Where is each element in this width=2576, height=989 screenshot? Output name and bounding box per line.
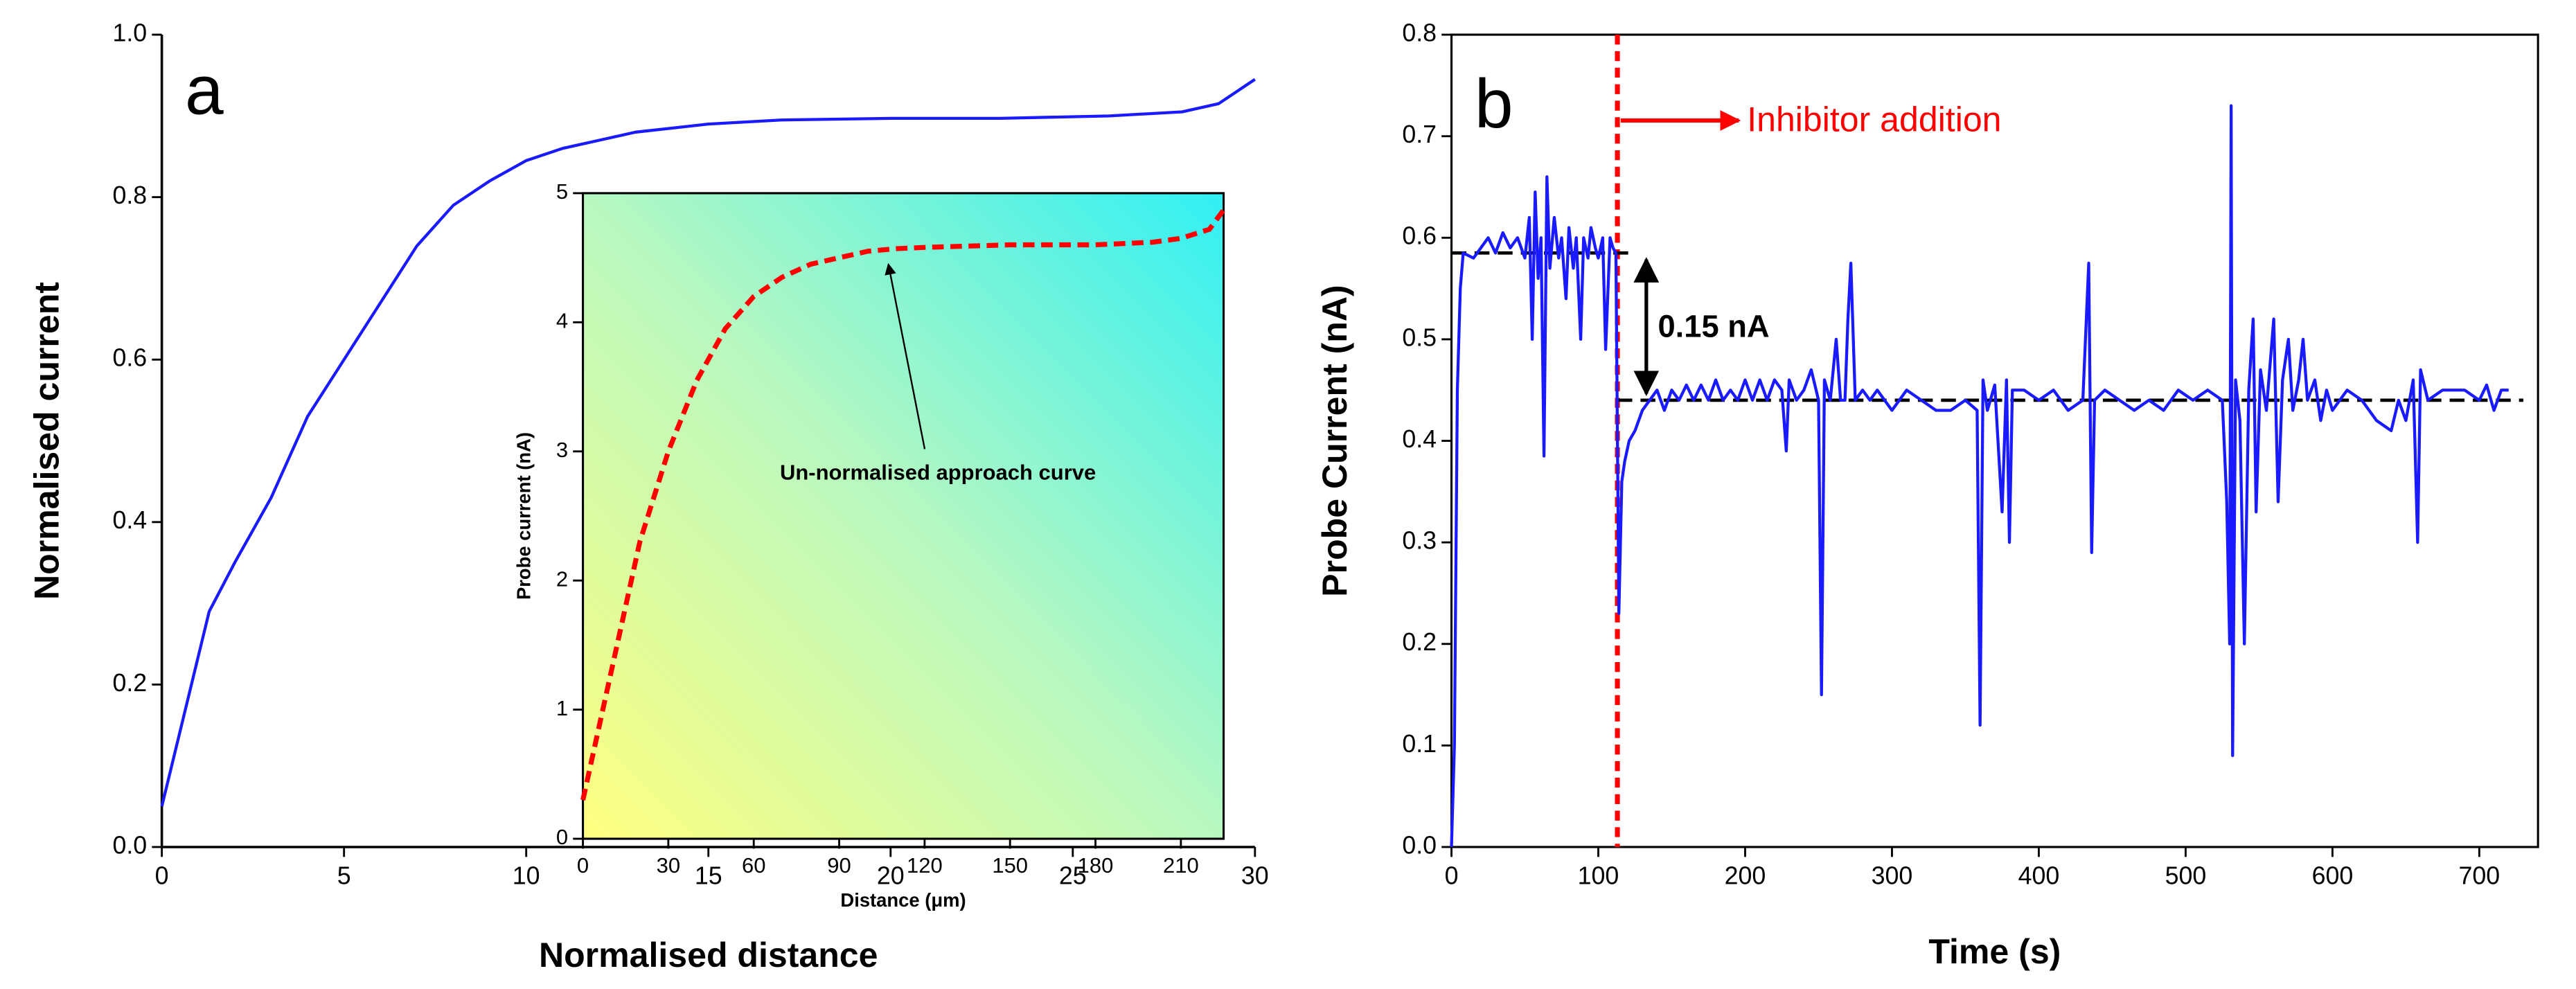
y-tick-label: 0.8 (112, 181, 147, 209)
x-tick-label: 100 (1578, 862, 1619, 890)
x-tick-label: 700 (2459, 862, 2501, 890)
x-tick-label: 5 (337, 862, 351, 890)
y-tick-label: 0.2 (112, 669, 147, 697)
x-tick-label: 150 (992, 853, 1028, 877)
x-axis-title: Time (s) (1928, 932, 2061, 971)
y-axis-title: Probe Current (nA) (1315, 285, 1354, 596)
x-axis-title: Normalised distance (539, 936, 878, 974)
y-tick-label: 0.8 (1402, 19, 1437, 47)
y-tick-label: 0.7 (1402, 121, 1437, 148)
y-tick-label: 0.0 (1402, 831, 1437, 859)
x-tick-label: 60 (742, 853, 765, 877)
y-tick-label: 0 (556, 825, 568, 849)
y-axis-title: Normalised current (28, 282, 66, 600)
annotation: Un-normalised approach curve (780, 460, 1096, 484)
panel-label: a (185, 52, 224, 130)
x-axis-title: Distance (μm) (840, 889, 966, 911)
x-tick-label: 15 (695, 862, 722, 890)
x-tick-label: 0 (155, 862, 169, 890)
charts: 0 5 10 15 20 25 300.00.20.40.60.81.0Normalised… (28, 19, 2539, 974)
y-tick-label: 4 (556, 309, 568, 333)
x-tick-label: 180 (1078, 853, 1114, 877)
x-tick-label: 210 (1163, 853, 1199, 877)
y-tick-label: 3 (556, 438, 568, 462)
x-tick-label: 400 (2018, 862, 2060, 890)
plot-frame (581, 192, 1225, 840)
y-tick-label: 0.1 (1402, 730, 1437, 758)
y-tick-label: 0.5 (1402, 323, 1437, 351)
y-tick-label: 0.2 (1402, 628, 1437, 656)
annotation: Inhibitor addition (1747, 100, 2001, 139)
x-tick-label: 0 (1445, 862, 1459, 890)
y-tick-label: 0.0 (112, 831, 147, 859)
x-tick-label: 10 (513, 862, 540, 890)
data-line (1450, 104, 2509, 848)
plot-frame (1450, 33, 2539, 848)
y-axis-title: Probe current (nA) (513, 432, 534, 600)
y-tick-label: 0.4 (1402, 425, 1437, 453)
y-tick-label: 0.6 (1402, 222, 1437, 250)
x-tick-label: 30 (657, 853, 680, 877)
data-line (580, 208, 1226, 801)
x-tick-label: 200 (1725, 862, 1766, 890)
x-tick-label: 500 (2165, 862, 2207, 890)
y-tick-label: 1.0 (112, 19, 147, 47)
y-tick-label: 0.3 (1402, 527, 1437, 555)
x-tick-label: 0 (577, 853, 589, 877)
data-line (160, 78, 1256, 807)
y-tick-label: 2 (556, 567, 568, 591)
plot-background (583, 193, 1224, 839)
x-tick-label: 600 (2312, 862, 2354, 890)
annotation: 0.15 nA (1658, 308, 1770, 344)
y-tick-label: 0.4 (112, 506, 147, 534)
annotation-arrow (885, 262, 926, 449)
x-tick-label: 90 (827, 853, 851, 877)
y-tick-label: 0.6 (112, 344, 147, 372)
x-tick-label: 300 (1872, 862, 1913, 890)
x-tick-label: 25 (1059, 862, 1087, 890)
panel-label: b (1475, 65, 1513, 143)
y-tick-label: 1 (556, 696, 568, 720)
x-tick-label: 30 (1241, 862, 1269, 890)
y-tick-label: 5 (556, 179, 568, 204)
x-tick-label: 120 (907, 853, 943, 877)
x-tick-label: 20 (877, 862, 905, 890)
